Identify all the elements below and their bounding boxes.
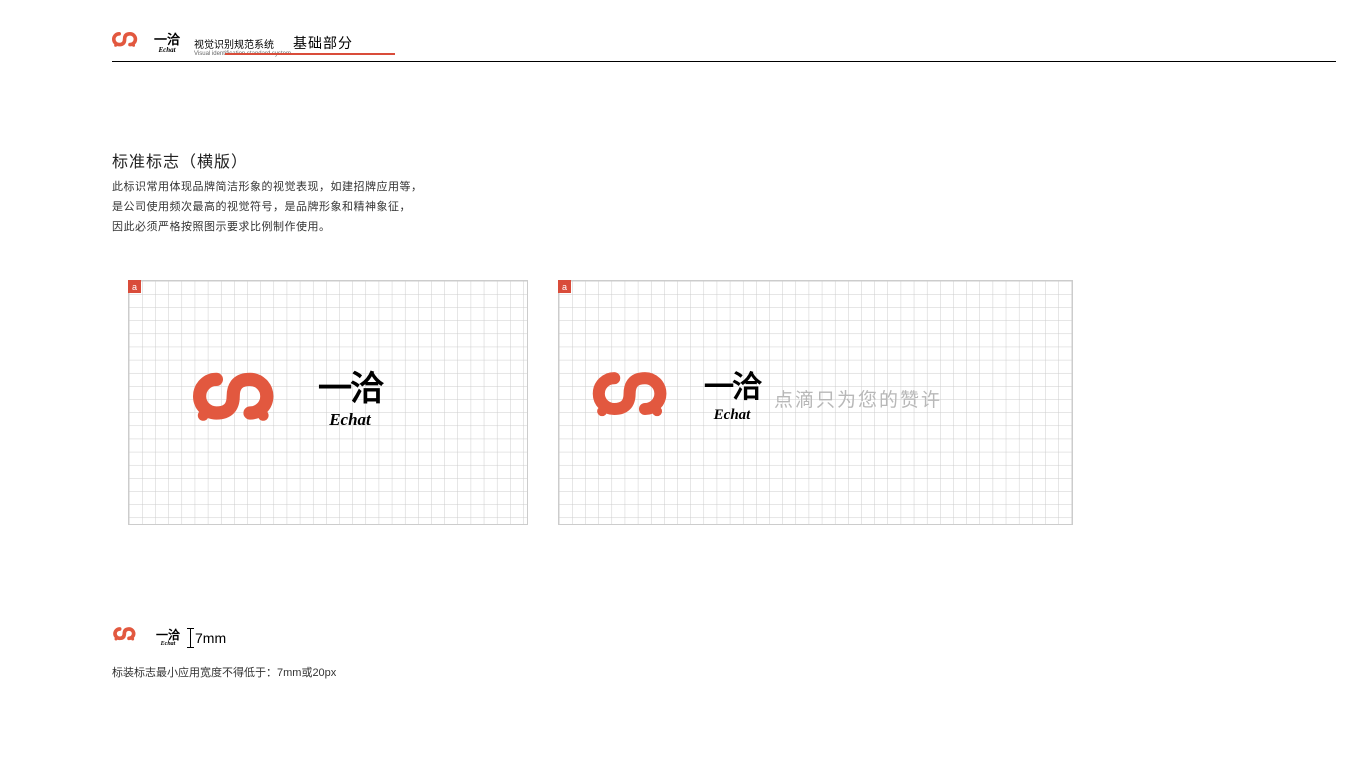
grid-unit-badge: a	[128, 280, 141, 293]
logo-mark-icon	[590, 365, 700, 431]
header-brand-en: Echat	[154, 46, 180, 54]
height-label: 7mm	[195, 630, 226, 646]
logo-mark-icon	[112, 30, 148, 57]
height-indicator: 7mm	[190, 628, 226, 648]
header-logo: 一洽 Echat	[112, 30, 180, 57]
logo-en-text: Echat	[704, 407, 760, 424]
desc-line: 是公司使用频次最高的视觉符号，是品牌形象和精神象征，	[112, 198, 423, 218]
logo-tagline: 点滴只为您的赞许	[774, 385, 942, 412]
logo-lockup: 一洽 Echat	[190, 365, 382, 437]
desc-line: 此标识常用体现品牌简洁形象的视觉表现，如建招牌应用等，	[112, 178, 423, 198]
logo-text-block: 一洽 Echat	[704, 373, 760, 424]
logo-text-block: 一洽 Echat	[318, 372, 382, 430]
header-logo-text: 一洽 Echat	[154, 33, 180, 54]
grid-unit-badge: a	[558, 280, 571, 293]
mini-logo-text: 一洽 Echat	[156, 629, 180, 647]
page-header: 一洽 Echat 视觉识别规范系统 Visual identification …	[112, 30, 1336, 62]
logo-cn-text: 一洽	[318, 372, 382, 406]
mini-logo-cn: 一洽	[156, 629, 180, 641]
logo-en-text: Echat	[318, 410, 382, 430]
mini-logo-row: 一洽 Echat 7mm	[112, 625, 336, 650]
height-bar-icon	[190, 628, 191, 648]
footer-note: 标装标志最小应用宽度不得低于：7mm或20px	[112, 664, 336, 680]
header-section-tab: 基础部分	[293, 33, 353, 53]
logo-lockup-with-tagline: 一洽 Echat 点滴只为您的赞许	[590, 365, 942, 431]
logo-grid-panel-1: a 一洽 Echat	[128, 280, 528, 525]
grid-panels: a 一洽 Echat a	[128, 280, 1073, 525]
logo-cn-text: 一洽	[704, 373, 760, 403]
logo-grid-panel-2: a 一洽 Echat 点滴只为您的赞许	[558, 280, 1073, 525]
header-system-cn: 视觉识别规范系统	[194, 36, 291, 51]
section-title: 标准标志（横版）	[112, 148, 248, 172]
logo-mark-icon	[112, 625, 146, 650]
desc-line: 因此必须严格按照图示要求比例制作使用。	[112, 218, 423, 238]
section-description: 此标识常用体现品牌简洁形象的视觉表现，如建招牌应用等， 是公司使用频次最高的视觉…	[112, 178, 423, 237]
header-brand-cn: 一洽	[154, 33, 180, 46]
min-size-spec: 一洽 Echat 7mm 标装标志最小应用宽度不得低于：7mm或20px	[112, 625, 336, 680]
logo-mark-icon	[190, 365, 310, 437]
header-accent-underline	[225, 53, 395, 55]
